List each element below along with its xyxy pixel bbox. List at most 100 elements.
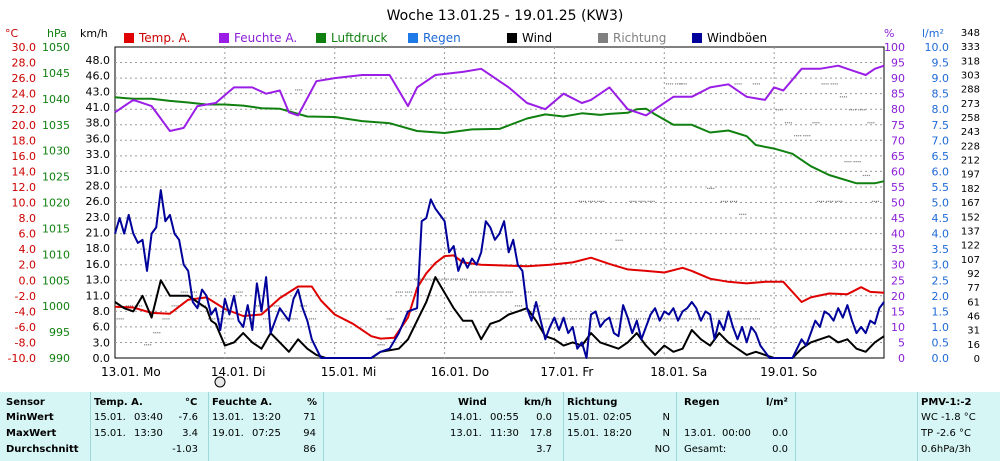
direction-dot [679,83,681,85]
direction-dot [671,83,674,85]
direction-dot [836,83,838,85]
direction-dot [800,135,802,137]
humidity-tick-label: 70 [891,134,905,147]
direction-dot [441,278,443,280]
direction-tick-label: 61 [967,297,980,308]
direction-dot [740,83,742,85]
scroll-marker[interactable] [214,376,226,388]
header-rain: Regen [684,397,720,408]
direction-tick-label: 333 [961,42,980,53]
direction-dot [214,318,216,320]
direction-dot [511,291,513,293]
cell-humidity-value: 71 [303,412,316,423]
humidity-tick-label: 60 [891,165,905,178]
direction-dot [395,291,397,293]
direction-dot [191,291,194,293]
direction-dot [584,200,587,202]
direction-dot [592,318,594,320]
direction-dot [839,200,841,202]
direction-dot [738,83,740,85]
direction-dot [390,318,392,320]
direction-dot [272,305,274,307]
cell-temp-date: 15.01. [94,428,126,439]
direction-dot [381,344,383,346]
cell-humidity-time: 13:20 [252,412,281,423]
pressure-tick-label: 1005 [42,274,70,287]
direction-dot [694,318,696,320]
direction-tick-label: 243 [961,127,980,138]
direction-dot [603,200,605,202]
direction-dot [603,318,605,320]
direction-dot [647,200,649,202]
humidity-tick-label: 40 [891,228,905,241]
direction-dot [731,200,734,202]
direction-dot [131,305,133,307]
direction-dot [478,291,480,293]
rain-tick-label: 0.5 [932,336,950,349]
direction-dot [580,200,583,202]
direction-dot [642,200,644,202]
direction-dot [569,318,571,320]
direction-dot [525,291,528,293]
direction-dot [644,318,647,320]
cell-wind-value: 0.0 [536,412,552,423]
cell-humidity-time: 07:25 [252,428,281,439]
direction-dot [839,96,842,98]
direction-dot [830,200,832,202]
direction-tick-label: 92 [967,269,980,280]
cell-direction-date: 15.01. [567,412,599,423]
direction-dot [624,318,626,320]
direction-dot [153,332,155,334]
cell-rain-value: 0.0 [772,444,788,455]
cell-rain-date: 13.01. [684,428,716,439]
direction-dot [859,161,861,163]
direction-dot [469,291,471,293]
rain-tick-label: 9.0 [932,72,950,85]
direction-dot [171,305,173,307]
direction-tick-label: 318 [961,56,980,67]
direction-dot [743,318,745,320]
direction-dot [159,332,161,334]
direction-dot [775,109,777,111]
cell-temp-date: 15.01. [94,412,126,423]
wind-tick-label: 18.0 [86,242,111,255]
cell-humidity-value: 94 [303,428,316,439]
direction-dot [294,318,296,320]
direction-dot [164,318,166,320]
direction-dot [677,83,679,85]
direction-dot [377,344,379,346]
direction-dot [749,318,751,320]
wind-tick-label: 16.0 [86,258,111,271]
direction-dot [713,187,715,190]
direction-dot [129,305,131,307]
direction-dot [816,122,818,124]
header-humidity-unit: % [307,397,318,408]
temp-tick-label: -10.0 [8,352,36,365]
direction-dot [303,305,305,307]
direction-dot [299,305,301,307]
direction-dot [597,200,599,202]
direction-dot [667,318,669,320]
direction-dot [542,318,544,320]
direction-dot [496,291,498,293]
direction-dot [168,318,170,320]
rain-tick-label: 0.0 [932,352,950,365]
direction-dot [173,305,175,307]
direction-dot [116,318,118,320]
cell-temp-value: -7.6 [178,412,198,423]
direction-dot [722,318,724,320]
wind-tick-label: 0.0 [93,352,111,365]
direction-dot [232,318,234,320]
temp-tick-label: 0.0 [19,274,37,287]
direction-dot [665,318,667,320]
humidity-tick-label: 50 [891,197,905,210]
direction-dot [781,109,783,111]
direction-dot [177,305,179,307]
direction-dot [835,200,837,202]
header-temp-unit: °C [185,397,198,408]
chart-legend: Temp. A. Feuchte A. Luftdruck Regen Wind Rich… [124,31,767,45]
direction-dot [223,318,225,320]
direction-dot [410,291,413,293]
direction-dot [529,291,532,293]
direction-dot [507,291,509,293]
